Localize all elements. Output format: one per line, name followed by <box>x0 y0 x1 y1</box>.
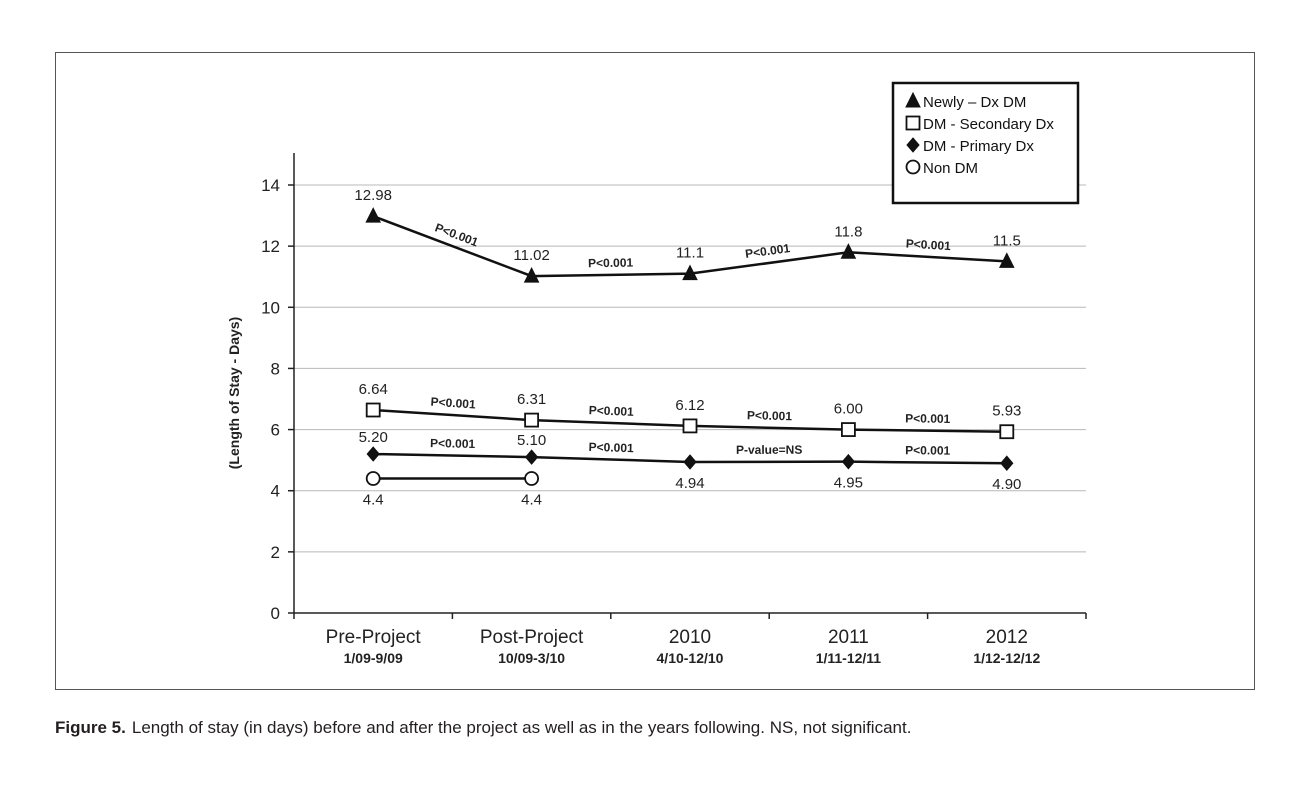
data-point-diamond <box>1000 455 1014 471</box>
p-value-label: P<0.001 <box>588 403 634 419</box>
data-label: 11.5 <box>993 232 1021 249</box>
data-label: 5.10 <box>517 432 546 449</box>
figure-label: Figure 5. <box>55 718 126 737</box>
data-label: 5.20 <box>359 429 388 446</box>
p-value-label: P<0.001 <box>433 220 480 249</box>
p-value-label: P<0.001 <box>747 408 793 423</box>
p-value-label: P<0.001 <box>430 436 476 451</box>
p-value-label: P<0.001 <box>905 443 951 457</box>
x-category-sublabel: 1/12-12/12 <box>973 650 1040 666</box>
legend-marker-square <box>905 115 921 131</box>
x-category-sublabel: 1/11-12/11 <box>816 650 882 666</box>
x-category-label: 2011 <box>828 627 869 648</box>
data-point-circle <box>365 471 381 486</box>
p-value-label: P<0.001 <box>430 395 476 412</box>
line-chart: 0 2 4 6 8 10 12 14 (Length of Stay - Days) Pre-Pr… <box>226 81 1087 666</box>
y-tick-label: 12 <box>261 237 280 256</box>
y-tick-label: 0 <box>271 604 280 623</box>
data-point-square <box>999 424 1015 440</box>
p-value-label: P-value=NS <box>736 443 802 457</box>
y-tick-label: 2 <box>271 543 280 562</box>
data-label: 6.31 <box>517 391 546 408</box>
data-label: 11.8 <box>834 223 862 240</box>
chart-frame: 0 2 4 6 8 10 12 14 (Length of Stay - Days) Pre-Pr… <box>55 52 1255 690</box>
data-label: 6.64 <box>359 381 388 398</box>
y-tick-label: 10 <box>261 298 280 317</box>
data-label: 11.02 <box>513 247 549 264</box>
data-point-square <box>524 412 540 428</box>
x-category-label: 2012 <box>986 627 1028 648</box>
data-point-circle <box>524 471 540 486</box>
x-category-label: 2010 <box>669 627 711 648</box>
data-point-square <box>841 422 856 437</box>
data-point-triangle <box>365 207 382 223</box>
x-category-sublabel: 1/09-9/09 <box>344 650 403 666</box>
figure-caption: Figure 5. Length of stay (in days) before… <box>55 718 1255 738</box>
p-value-label: P<0.001 <box>588 256 634 271</box>
legend-marker-diamond <box>906 137 920 153</box>
x-category-label: Post-Project <box>480 627 584 648</box>
p-value-label: P<0.001 <box>905 237 951 254</box>
p-value-label: P<0.001 <box>744 241 791 261</box>
data-label: 4.4 <box>521 491 542 508</box>
data-label: 6.12 <box>675 397 704 414</box>
data-point-triangle <box>998 252 1015 268</box>
data-label: 12.98 <box>354 187 392 204</box>
x-category-sublabel: 10/09-3/10 <box>498 650 565 666</box>
data-point-square <box>365 402 381 418</box>
legend-label: DM - Primary Dx <box>923 138 1034 155</box>
y-tick-label: 4 <box>271 482 280 501</box>
data-label: 4.94 <box>675 475 704 492</box>
data-point-triangle <box>682 264 698 281</box>
legend-box <box>891 81 1080 205</box>
data-point-square <box>682 418 698 434</box>
p-value-label: P<0.001 <box>588 440 634 455</box>
legend-label: Non DM <box>923 160 978 177</box>
y-tick-label: 14 <box>261 176 280 195</box>
legend-label: Newly – Dx DM <box>923 94 1026 111</box>
data-point-triangle <box>840 243 857 259</box>
y-axis-label: (Length of Stay - Days) <box>226 317 242 469</box>
data-label: 4.95 <box>834 475 863 492</box>
data-point-diamond <box>683 454 697 470</box>
legend-label: DM - Secondary Dx <box>923 116 1054 133</box>
legend-marker-triangle <box>905 91 921 108</box>
y-tick-label: 6 <box>271 421 280 440</box>
x-category-sublabel: 4/10-12/10 <box>657 650 724 666</box>
data-point-triangle <box>523 266 540 283</box>
data-point-diamond <box>524 449 539 465</box>
data-label: 6.00 <box>834 401 863 418</box>
data-label: 11.1 <box>676 245 704 262</box>
data-label: 5.93 <box>992 403 1021 420</box>
x-category-label: Pre-Project <box>326 627 422 648</box>
legend-marker-circle <box>905 159 921 175</box>
data-label: 4.90 <box>992 476 1021 493</box>
data-point-diamond <box>366 446 380 462</box>
data-label: 4.4 <box>363 491 384 508</box>
data-point-diamond <box>841 453 856 470</box>
p-value-label: P<0.001 <box>905 411 951 426</box>
figure-caption-text: Length of stay (in days) before and afte… <box>131 718 912 737</box>
y-tick-label: 8 <box>271 359 280 378</box>
